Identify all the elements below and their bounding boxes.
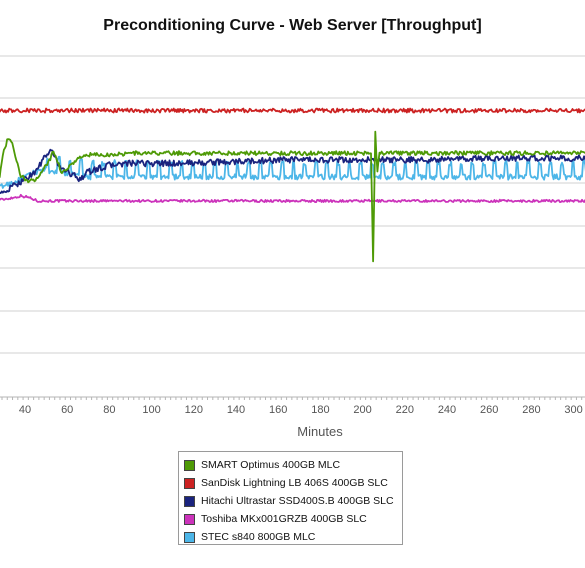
series-line-smart — [0, 130, 585, 263]
x-tick-label: 140 — [227, 404, 245, 416]
legend-item-smart: SMART Optimus 400GB MLC — [179, 456, 402, 474]
x-tick-label: 240 — [438, 404, 456, 416]
chart-plot: 40 60 80 100 120 140 160 180 200 220 240 260 280 300 … — [0, 55, 585, 439]
legend-item-sandisk: SanDisk Lightning LB 406S 400GB SLC — [179, 474, 402, 492]
series-line-hitachi — [0, 148, 585, 195]
legend-swatch — [184, 513, 195, 525]
series-line-toshiba — [0, 193, 585, 204]
series-line-sandisk — [0, 107, 585, 114]
legend-item-toshiba: Toshiba MKx001GRZB 400GB SLC — [179, 510, 402, 528]
x-tick-label: 120 — [185, 404, 203, 416]
x-tick-labels: 40 60 80 100 120 140 160 180 200 220 240 260 280 300 — [19, 404, 583, 416]
legend-item-stec: STEC s840 800GB MLC — [179, 528, 402, 546]
chart-title: Preconditioning Curve - Web Server [Thro… — [103, 17, 482, 34]
x-tick-label: 100 — [142, 404, 160, 416]
x-tick-label: 80 — [103, 404, 115, 416]
legend-label: Toshiba MKx001GRZB 400GB SLC — [201, 513, 367, 525]
legend-label: SanDisk Lightning LB 406S 400GB SLC — [201, 477, 388, 489]
series-lines — [0, 107, 585, 263]
x-tick-label: 300 — [564, 404, 582, 416]
legend-label: Hitachi Ultrastar SSD400S.B 400GB SLC — [201, 495, 394, 507]
legend-swatch — [184, 477, 195, 489]
legend-item-hitachi: Hitachi Ultrastar SSD400S.B 400GB SLC — [179, 492, 402, 510]
x-tick-label: 40 — [19, 404, 31, 416]
legend-swatch — [184, 495, 195, 507]
legend-swatch — [184, 459, 195, 471]
x-tick-label: 60 — [61, 404, 73, 416]
legend-label: SMART Optimus 400GB MLC — [201, 459, 341, 471]
legend-swatch — [184, 531, 195, 543]
x-tick-label: 220 — [396, 404, 414, 416]
x-tick-label: 260 — [480, 404, 498, 416]
x-tick-label: 200 — [353, 404, 371, 416]
series-line-stec — [0, 155, 585, 189]
x-tick-label: 180 — [311, 404, 329, 416]
x-axis-label: Minutes — [297, 424, 343, 439]
gridlines — [0, 55, 585, 400]
x-tick-label: 160 — [269, 404, 287, 416]
x-tick-label: 280 — [522, 404, 540, 416]
legend: SMART Optimus 400GB MLC SanDisk Lightning… — [178, 451, 403, 545]
legend-label: STEC s840 800GB MLC — [201, 531, 316, 543]
